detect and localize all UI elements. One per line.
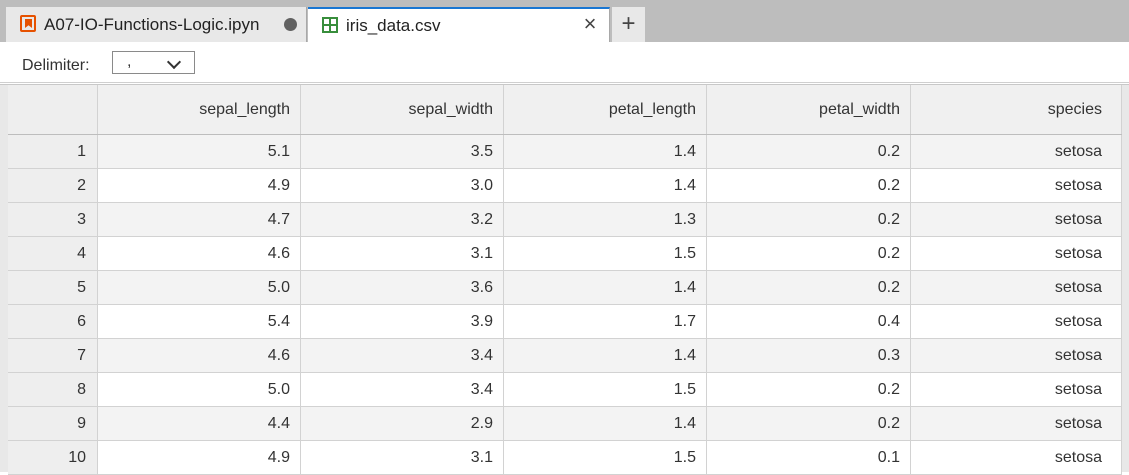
table-cell[interactable]: 0.2 (707, 407, 911, 440)
table-cell[interactable]: setosa (911, 271, 1122, 304)
table-cell[interactable]: 4.4 (98, 407, 301, 440)
table-cell[interactable]: 3.4 (301, 339, 504, 372)
table-cell[interactable]: setosa (911, 441, 1122, 474)
table-cell[interactable]: setosa (911, 339, 1122, 372)
table-cell[interactable]: 0.2 (707, 135, 911, 168)
table-cell[interactable]: 1.3 (504, 203, 707, 236)
table-cell[interactable]: 1.7 (504, 305, 707, 338)
row-header[interactable]: 9 (8, 407, 98, 440)
column-header[interactable]: sepal_width (301, 85, 504, 134)
table-cell[interactable]: 1.4 (504, 407, 707, 440)
csv-toolbar: Delimiter: , (0, 42, 1129, 83)
row-header[interactable]: 7 (8, 339, 98, 372)
table-row: 7 4.6 3.4 1.4 0.3 setosa (8, 339, 1122, 373)
table-cell[interactable]: 5.4 (98, 305, 301, 338)
table-cell[interactable]: 1.5 (504, 441, 707, 474)
row-header[interactable]: 3 (8, 203, 98, 236)
column-header[interactable]: petal_width (707, 85, 911, 134)
tab-notebook[interactable]: A07-IO-Functions-Logic.ipyn (6, 7, 307, 42)
table-cell[interactable]: setosa (911, 169, 1122, 202)
table-row: 2 4.9 3.0 1.4 0.2 setosa (8, 169, 1122, 203)
row-header[interactable]: 2 (8, 169, 98, 202)
delimiter-value: , (127, 53, 132, 70)
table-cell[interactable]: 1.4 (504, 271, 707, 304)
table-cell[interactable]: 3.4 (301, 373, 504, 406)
table-cell[interactable]: 1.5 (504, 237, 707, 270)
table-cell[interactable]: 1.4 (504, 339, 707, 372)
tab-iris-data[interactable]: iris_data.csv × (308, 7, 610, 43)
tab-bar: A07-IO-Functions-Logic.ipyn iris_data.cs… (0, 0, 1129, 43)
table-cell[interactable]: 1.5 (504, 373, 707, 406)
grid-icon (322, 17, 338, 33)
table-cell[interactable]: 2.9 (301, 407, 504, 440)
column-header[interactable]: species (911, 85, 1122, 134)
table-row: 6 5.4 3.9 1.7 0.4 setosa (8, 305, 1122, 339)
table-row: 1 5.1 3.5 1.4 0.2 setosa (8, 135, 1122, 169)
table-cell[interactable]: 4.6 (98, 339, 301, 372)
table-cell[interactable]: setosa (911, 203, 1122, 236)
row-header[interactable]: 6 (8, 305, 98, 338)
row-header[interactable]: 10 (8, 441, 98, 474)
tab-label: A07-IO-Functions-Logic.ipyn (44, 15, 260, 34)
table-cell[interactable]: 3.6 (301, 271, 504, 304)
table-cell[interactable]: 0.4 (707, 305, 911, 338)
row-header[interactable]: 4 (8, 237, 98, 270)
table-cell[interactable]: setosa (911, 373, 1122, 406)
table-cell[interactable]: 3.9 (301, 305, 504, 338)
table-cell[interactable]: 3.0 (301, 169, 504, 202)
table-cell[interactable]: setosa (911, 237, 1122, 270)
table-cell[interactable]: 0.2 (707, 237, 911, 270)
close-icon[interactable]: × (583, 11, 597, 36)
delimiter-label: Delimiter: (22, 57, 90, 74)
table-cell[interactable]: 3.5 (301, 135, 504, 168)
data-grid[interactable]: sepal_length sepal_width petal_length pe… (0, 84, 1129, 475)
table-row: 5 5.0 3.6 1.4 0.2 setosa (8, 271, 1122, 305)
table-cell[interactable]: 0.2 (707, 169, 911, 202)
table-cell[interactable]: 0.1 (707, 441, 911, 474)
table-cell[interactable]: 1.4 (504, 135, 707, 168)
table-cell[interactable]: 5.0 (98, 373, 301, 406)
table-cell[interactable]: 3.1 (301, 441, 504, 474)
table-cell[interactable]: setosa (911, 407, 1122, 440)
table-cell[interactable]: setosa (911, 135, 1122, 168)
chevron-down-icon (166, 54, 182, 70)
column-header[interactable]: sepal_length (98, 85, 301, 134)
table-cell[interactable]: 3.2 (301, 203, 504, 236)
header-row: sepal_length sepal_width petal_length pe… (8, 85, 1122, 135)
row-header[interactable]: 1 (8, 135, 98, 168)
delimiter-select[interactable]: , (112, 51, 195, 74)
table-row: 8 5.0 3.4 1.5 0.2 setosa (8, 373, 1122, 407)
tab-label: iris_data.csv (346, 16, 441, 35)
table-cell[interactable]: 1.4 (504, 169, 707, 202)
column-header[interactable]: petal_length (504, 85, 707, 134)
table-cell[interactable]: 0.3 (707, 339, 911, 372)
table-cell[interactable]: 3.1 (301, 237, 504, 270)
table-cell[interactable]: 5.0 (98, 271, 301, 304)
table-row: 4 4.6 3.1 1.5 0.2 setosa (8, 237, 1122, 271)
table-cell[interactable]: 4.7 (98, 203, 301, 236)
table-row: 10 4.9 3.1 1.5 0.1 setosa (8, 441, 1122, 475)
table-cell[interactable]: 4.9 (98, 441, 301, 474)
row-header[interactable]: 5 (8, 271, 98, 304)
table-cell[interactable]: 0.2 (707, 271, 911, 304)
table-cell[interactable]: 0.2 (707, 203, 911, 236)
table-row: 9 4.4 2.9 1.4 0.2 setosa (8, 407, 1122, 441)
table-cell[interactable]: 5.1 (98, 135, 301, 168)
table-row: 3 4.7 3.2 1.3 0.2 setosa (8, 203, 1122, 237)
unsaved-changes-icon[interactable] (284, 18, 297, 31)
add-tab-button[interactable]: + (612, 7, 645, 42)
notebook-icon (20, 15, 36, 32)
corner-cell[interactable] (8, 85, 98, 134)
table-cell[interactable]: setosa (911, 305, 1122, 338)
table-cell[interactable]: 4.6 (98, 237, 301, 270)
table-cell[interactable]: 0.2 (707, 373, 911, 406)
row-header[interactable]: 8 (8, 373, 98, 406)
table-cell[interactable]: 4.9 (98, 169, 301, 202)
